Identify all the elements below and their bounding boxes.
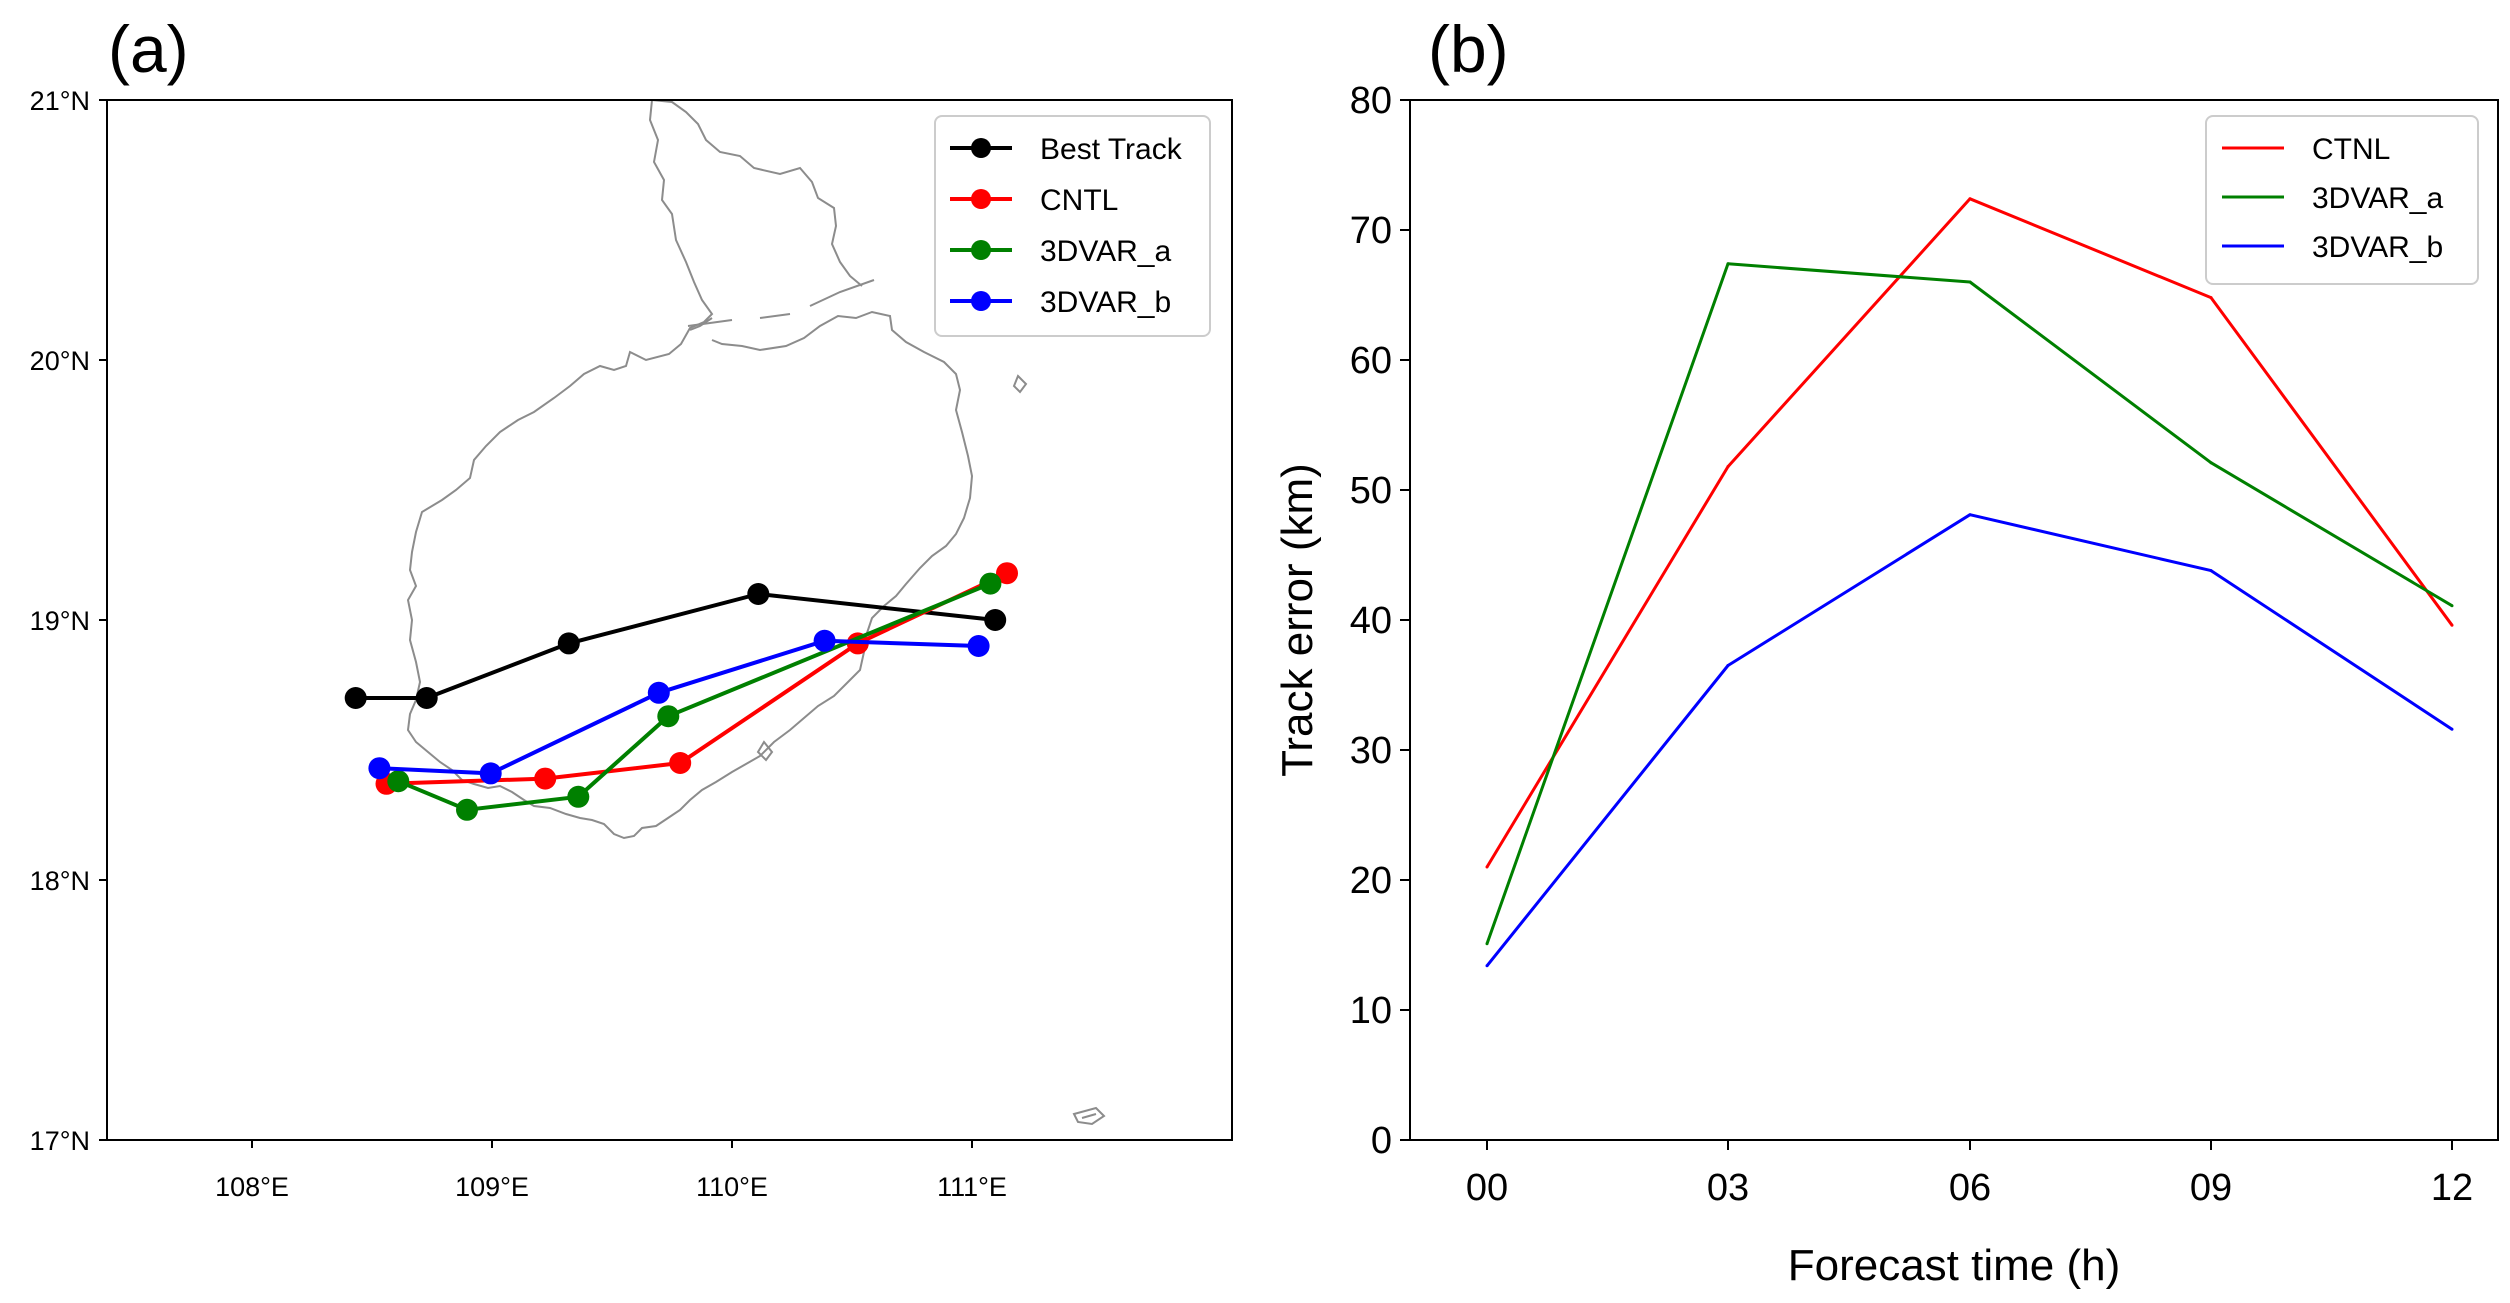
track-point-3dvar-b-3 — [813, 629, 836, 652]
map-x-ticks: 108°E 109°E 110°E 111°E — [215, 1140, 1007, 1202]
map-legend-marker-1 — [971, 189, 991, 209]
map-ytick-label: 19°N — [30, 606, 90, 636]
error-point-3dvar-a-1 — [1726, 262, 1730, 266]
chart-x-axis-title: Forecast time (h) — [1788, 1241, 2121, 1290]
map-ytick-label: 21°N — [30, 86, 90, 116]
error-line-3dvar-a — [1485, 262, 2453, 945]
chart-ytick-label: 10 — [1350, 990, 1392, 1032]
chart-ytick-label: 30 — [1350, 730, 1392, 772]
map-legend-label-cntl: CNTL — [1040, 184, 1118, 217]
error-point-3dvar-b-3 — [2209, 569, 2213, 573]
error-point-ctnl-2 — [1968, 197, 1972, 201]
chart-xtick-label: 03 — [1707, 1167, 1749, 1209]
track-point-best-track-1 — [415, 687, 438, 709]
error-point-ctnl-1 — [1726, 465, 1730, 469]
track-line-best-track — [355, 592, 996, 700]
error-point-3dvar-b-0 — [1485, 964, 1489, 968]
chart-legend-label-3dvar-a: 3DVAR_a — [2312, 182, 2443, 215]
chart-x-ticks: 00 03 06 09 12 — [1466, 1140, 2473, 1209]
chart-ytick-label: 40 — [1350, 600, 1392, 642]
track-point-3dvar-a-3 — [657, 705, 680, 728]
track-point-3dvar-a-4 — [979, 572, 1002, 595]
track-point-3dvar-a-2 — [567, 785, 590, 808]
coastline — [406, 99, 1106, 1126]
map-ytick-label: 18°N — [30, 866, 90, 896]
chart-xtick-label: 12 — [2431, 1167, 2473, 1209]
error-point-ctnl-3 — [2209, 296, 2213, 300]
error-point-ctnl-4 — [2450, 623, 2454, 627]
track-point-3dvar-b-4 — [967, 635, 990, 657]
track-point-3dvar-b-0 — [368, 757, 391, 780]
error-point-3dvar-a-3 — [2209, 461, 2213, 465]
map-xtick-label: 108°E — [215, 1172, 289, 1202]
error-point-3dvar-b-2 — [1968, 513, 1972, 517]
chart-ytick-label: 60 — [1350, 340, 1392, 382]
track-point-best-track-2 — [557, 632, 580, 655]
map-ytick-label: 20°N — [30, 346, 90, 376]
track-point-cntl-2 — [669, 752, 692, 774]
track-point-best-track-0 — [344, 687, 367, 709]
chart-legend-box — [2205, 115, 2479, 285]
track-point-3dvar-a-1 — [456, 798, 478, 821]
track-point-cntl-1 — [534, 767, 557, 790]
error-point-3dvar-a-4 — [2450, 604, 2454, 608]
chart-ytick-label: 20 — [1350, 860, 1392, 902]
chart-legend-label-ctnl: CTNL — [2312, 133, 2390, 166]
map-y-ticks: 17°N 18°N 19°N 20°N 21°N — [30, 86, 107, 1156]
chart-y-ticks: 0 10 20 30 40 50 60 70 80 — [1350, 80, 1410, 1162]
map-legend-marker-0 — [971, 138, 991, 158]
error-point-3dvar-a-2 — [1968, 280, 1972, 284]
chart-xtick-label: 09 — [2190, 1167, 2232, 1209]
panel-a-label: (a) — [108, 12, 189, 86]
map-legend-label-3dvar-a: 3DVAR_a — [1040, 235, 1171, 268]
chart-legend: CTNL 3DVAR_a 3DVAR_b — [2205, 115, 2479, 285]
panel-b-chart: 0 10 20 30 40 50 60 70 80 00 03 06 09 12… — [1273, 80, 2499, 1290]
track-point-3dvar-a-0 — [387, 770, 410, 793]
map-xtick-label: 111°E — [937, 1172, 1007, 1202]
chart-error-series — [1485, 197, 2454, 968]
panel-a-map: 108°E 109°E 110°E 111°E 17°N 18°N 19°N 2… — [30, 86, 1233, 1202]
error-point-3dvar-a-0 — [1485, 942, 1489, 946]
chart-y-axis-title: Track error (km) — [1273, 463, 1322, 777]
error-line-3dvar-b — [1485, 513, 2453, 967]
chart-xtick-label: 00 — [1466, 1167, 1508, 1209]
track-point-cntl-4 — [996, 562, 1018, 585]
map-legend-marker-2 — [971, 240, 991, 260]
chart-ytick-label: 50 — [1350, 470, 1392, 512]
map-ytick-label: 17°N — [30, 1126, 90, 1156]
map-legend-label-best-track: Best Track — [1040, 133, 1183, 166]
chart-ytick-label: 70 — [1350, 210, 1392, 252]
error-point-ctnl-0 — [1485, 865, 1489, 869]
error-point-3dvar-b-4 — [2450, 727, 2454, 731]
track-point-best-track-3 — [747, 583, 770, 605]
track-point-3dvar-b-1 — [479, 762, 502, 785]
chart-legend-label-3dvar-b: 3DVAR_b — [2312, 231, 2443, 264]
map-xtick-label: 109°E — [455, 1172, 529, 1202]
map-xtick-label: 110°E — [696, 1172, 768, 1202]
map-legend-marker-3 — [971, 291, 991, 311]
error-point-3dvar-b-1 — [1726, 664, 1730, 667]
chart-ytick-label: 80 — [1350, 80, 1392, 122]
chart-xtick-label: 06 — [1949, 1167, 1991, 1209]
chart-ytick-label: 0 — [1371, 1120, 1392, 1162]
map-track-series — [344, 562, 1018, 821]
map-legend-label-3dvar-b: 3DVAR_b — [1040, 286, 1171, 319]
map-legend-box — [934, 115, 1211, 337]
panel-b-label: (b) — [1428, 12, 1509, 86]
track-point-3dvar-b-2 — [647, 681, 670, 704]
map-legend: Best Track CNTL 3DVAR_a 3DVAR_b — [934, 115, 1211, 337]
track-point-best-track-4 — [984, 609, 1007, 631]
